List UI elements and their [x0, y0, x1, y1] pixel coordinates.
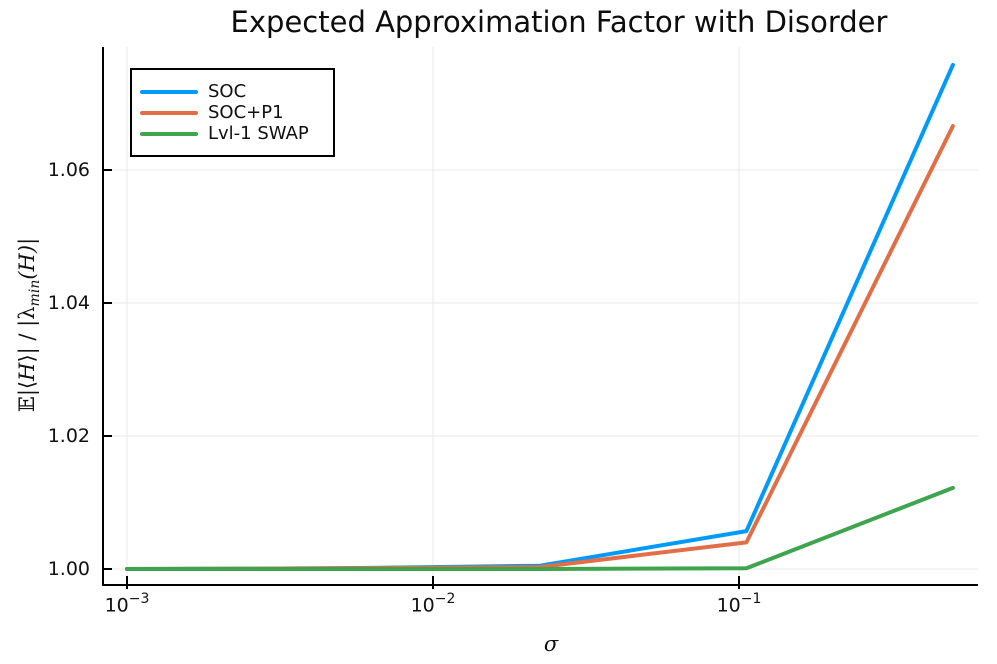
series-line-lvl-1-swap — [125, 485, 955, 571]
y-label-H: H — [15, 362, 39, 381]
legend-label-soc: SOC — [208, 81, 247, 102]
x-axis-label: σ — [543, 632, 559, 656]
y-label-H: H — [15, 253, 39, 272]
y-tick-label-1.02: 1.02 — [47, 425, 90, 447]
y-tick-label-1.06: 1.06 — [47, 159, 90, 181]
legend-label-lvl1-swap: Lvl-1 SWAP — [208, 123, 309, 144]
y-tick-label-1.04: 1.04 — [47, 292, 90, 314]
legend-item-soc-p1: SOC+P1 — [140, 102, 333, 123]
y-label-text: |⟨ — [15, 380, 39, 397]
legend-item-lvl1-swap: Lvl-1 SWAP — [140, 123, 333, 144]
y-tick-label-1.00: 1.00 — [47, 558, 90, 580]
y-label-text: )| — [15, 237, 39, 254]
legend-label-soc-p1: SOC+P1 — [208, 102, 284, 123]
x-tick-exponent: −1 — [740, 591, 762, 607]
legend-line-sample-soc-p1 — [140, 110, 198, 115]
blackboard-e: 𝔼 — [15, 396, 39, 413]
y-label-text: ( — [15, 271, 39, 280]
y-axis-label: 𝔼|⟨H⟩| / |λmin(H)| — [10, 195, 44, 455]
legend-line-sample-soc — [140, 89, 198, 94]
x-tick-base: 10 — [716, 594, 741, 617]
x-tick-exponent: −2 — [434, 591, 456, 607]
y-label-min-subscript: min — [27, 279, 44, 307]
legend-item-soc: SOC — [140, 81, 333, 102]
legend-box: SOC SOC+P1 Lvl-1 SWAP — [130, 68, 335, 157]
chart-title: Expected Approximation Factor with Disor… — [230, 5, 888, 39]
legend-line-sample-lvl1-swap — [140, 131, 198, 136]
x-tick-base: 10 — [410, 594, 435, 617]
x-tick-label-1e-1: 10−1 — [699, 591, 779, 617]
x-tick-label-1e-2: 10−2 — [393, 591, 473, 617]
x-tick-exponent: −3 — [128, 591, 150, 607]
x-tick-label-1e-3: 10−3 — [87, 591, 167, 617]
y-label-text: ⟩| / |λ — [15, 306, 39, 363]
x-tick-base: 10 — [104, 594, 129, 617]
